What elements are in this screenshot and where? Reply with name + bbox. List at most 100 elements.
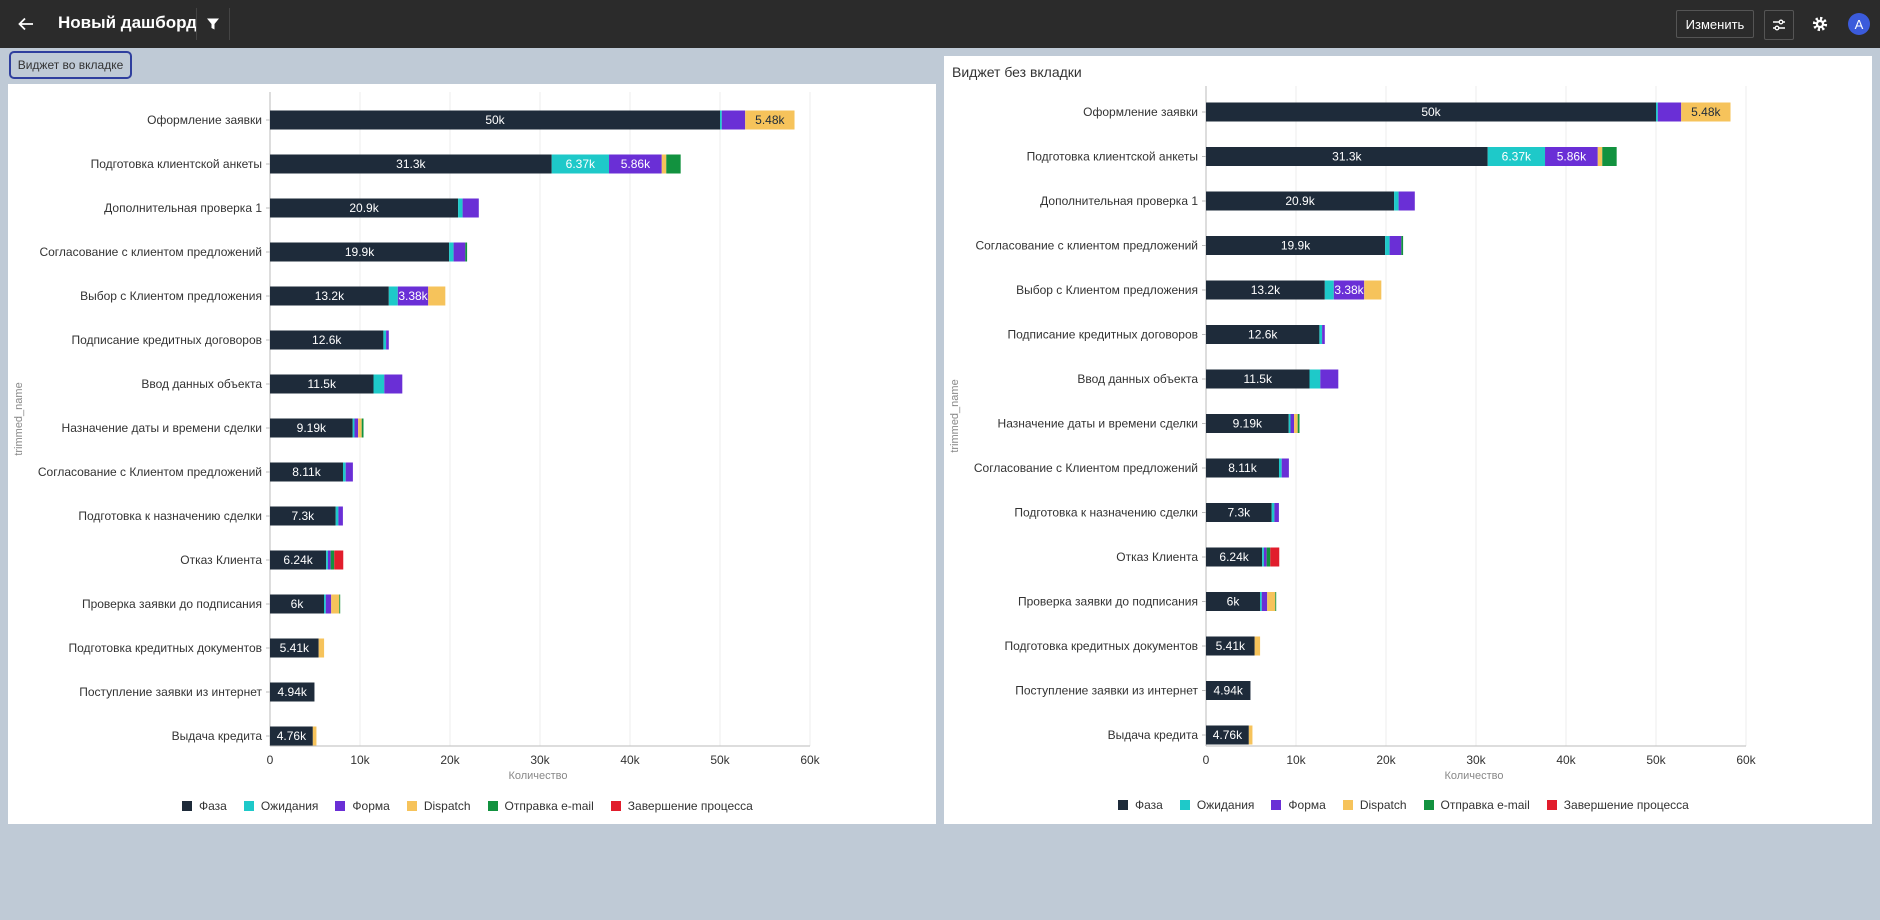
bar-segment-form[interactable] [1545,147,1598,166]
bar-segment-phase[interactable] [270,594,324,614]
bar-segment-wait[interactable] [373,374,385,394]
bar-segment-form[interactable] [462,198,479,218]
bar-segment-finish[interactable] [1270,547,1280,567]
back-button[interactable] [10,8,42,40]
bar-segment-wait[interactable] [1288,414,1291,433]
bar-segment-form[interactable] [1398,191,1415,211]
bar-segment-dispatch[interactable] [1248,725,1253,745]
legend-item-finish[interactable]: Завершение процесса [1546,798,1689,812]
bar-segment-phase[interactable] [270,374,374,394]
bar-segment-wait[interactable] [1385,236,1390,255]
bar-segment-phase[interactable] [270,330,384,350]
legend-item-form[interactable]: Форма [1271,798,1326,812]
bar-segment-dispatch[interactable] [1597,147,1603,166]
bar-segment-dispatch[interactable] [1364,280,1382,300]
bar-segment-phase[interactable] [270,682,315,702]
bar-segment-dispatch[interactable] [312,726,317,746]
bar-segment-email[interactable] [339,594,341,614]
bar-segment-wait[interactable] [388,286,398,306]
bar-segment-phase[interactable] [1206,681,1251,700]
legend-item-phase[interactable]: Фаза [182,799,227,813]
bar-segment-dispatch[interactable] [1267,592,1276,611]
bar-segment-form[interactable] [397,286,429,306]
edit-button[interactable]: Изменить [1676,10,1754,38]
bar-segment-phase[interactable] [270,242,450,262]
bar-segment-form[interactable] [1261,592,1268,611]
bar-segment-phase[interactable] [270,726,313,746]
bar-segment-phase[interactable] [270,154,552,174]
bar-segment-wait[interactable] [551,154,610,174]
bar-segment-email[interactable] [361,418,364,438]
bar-segment-email[interactable] [1266,547,1271,567]
filter-button[interactable] [196,8,230,40]
bar-segment-form[interactable] [1290,414,1295,433]
bar-segment-wait[interactable] [1487,147,1546,166]
bar-segment-form[interactable] [386,330,389,350]
bar-segment-form[interactable] [721,110,746,130]
bar-segment-phase[interactable] [1206,147,1488,166]
bar-segment-phase[interactable] [1206,592,1260,611]
bar-segment-email[interactable] [666,154,681,174]
bar-segment-email[interactable] [1401,236,1404,255]
bar-segment-dispatch[interactable] [331,594,340,614]
bar-segment-wait[interactable] [1278,458,1282,478]
bar-segment-wait[interactable] [449,242,454,262]
bar-segment-form[interactable] [325,594,332,614]
bar-segment-phase[interactable] [270,418,353,438]
bar-segment-email[interactable] [465,242,468,262]
bar-segment-phase[interactable] [1206,369,1310,389]
bar-segment-dispatch[interactable] [318,638,325,658]
bar-segment-phase[interactable] [1206,236,1386,255]
avatar[interactable]: А [1848,13,1870,35]
bar-segment-phase[interactable] [1206,503,1272,522]
bar-segment-wait[interactable] [1271,503,1275,522]
bar-segment-wait[interactable] [324,594,326,614]
legend-item-email[interactable]: Отправка e-mail [487,799,594,813]
bar-segment-wait[interactable] [383,330,387,350]
bar-segment-phase[interactable] [1206,458,1279,478]
bar-segment-wait[interactable] [720,110,722,130]
bar-segment-phase[interactable] [1206,280,1325,300]
bar-segment-form[interactable] [1263,547,1267,567]
bar-segment-form[interactable] [338,506,343,526]
bar-segment-wait[interactable] [1656,102,1658,122]
bar-segment-form[interactable] [345,462,353,482]
bar-segment-form[interactable] [384,374,403,394]
bar-segment-wait[interactable] [335,506,339,526]
bar-segment-wait[interactable] [1394,191,1399,211]
bar-segment-phase[interactable] [270,550,327,570]
bar-segment-finish[interactable] [334,550,344,570]
bar-segment-wait[interactable] [1319,325,1323,344]
bar-segment-email[interactable] [1275,592,1277,611]
bar-segment-form[interactable] [453,242,466,262]
bar-segment-phase[interactable] [1206,325,1320,344]
bar-segment-dispatch[interactable] [1681,102,1731,122]
bar-segment-phase[interactable] [270,110,720,130]
bar-segment-form[interactable] [1333,280,1365,300]
bar-segment-form[interactable] [609,154,662,174]
bar-segment-dispatch[interactable] [661,154,667,174]
settings-button[interactable] [1804,8,1836,40]
bar-segment-dispatch[interactable] [745,110,795,130]
legend-item-email[interactable]: Отправка e-mail [1423,798,1530,812]
bar-segment-dispatch[interactable] [428,286,446,306]
bar-segment-form[interactable] [1320,369,1339,389]
bar-segment-phase[interactable] [1206,547,1263,567]
widget-tab[interactable]: Виджет во вкладке [9,51,132,79]
legend-item-dispatch[interactable]: Dispatch [406,799,471,813]
bar-segment-form[interactable] [1322,325,1325,344]
bar-segment-wait[interactable] [1262,547,1264,567]
bar-segment-phase[interactable] [1206,191,1395,211]
bar-segment-phase[interactable] [270,198,459,218]
settings-sliders-button[interactable] [1764,10,1794,40]
bar-segment-form[interactable] [354,418,359,438]
legend-item-phase[interactable]: Фаза [1118,798,1163,812]
bar-segment-phase[interactable] [270,506,336,526]
bar-segment-form[interactable] [1281,458,1289,478]
bar-segment-wait[interactable] [458,198,463,218]
bar-segment-form[interactable] [1657,102,1682,122]
bar-segment-form[interactable] [327,550,331,570]
bar-segment-dispatch[interactable] [1254,636,1261,656]
bar-segment-phase[interactable] [1206,636,1255,656]
legend-item-wait[interactable]: Ожидания [1179,798,1254,812]
